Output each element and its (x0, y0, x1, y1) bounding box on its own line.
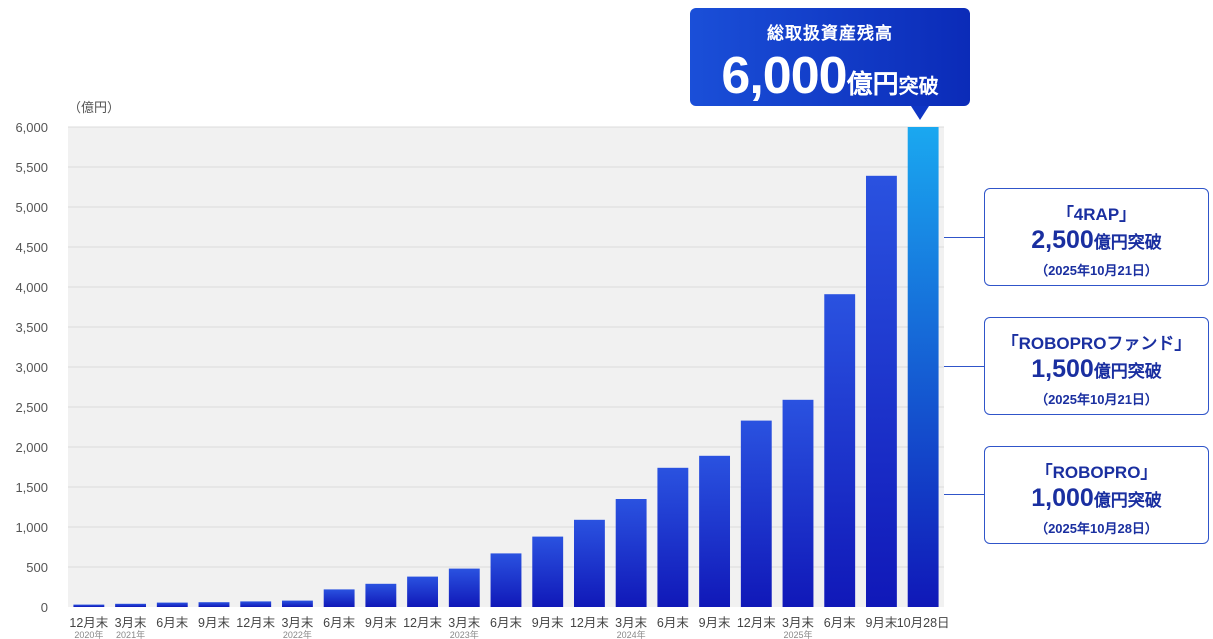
x-tick-label: 12月末 (403, 616, 442, 630)
callout-value-row: 6,000億円突破 (690, 46, 970, 106)
milestone-connector-4rap (944, 237, 984, 238)
x-year-label: 2025年 (783, 629, 812, 639)
x-tick-label: 3月末 (615, 616, 647, 630)
x-tick-label: 6月末 (490, 616, 522, 630)
y-tick-label: 6,000 (15, 120, 48, 135)
y-axis-unit-label: （億円） (68, 100, 120, 115)
y-tick-label: 1,500 (15, 480, 48, 495)
x-tick-label: 9月末 (365, 616, 397, 630)
milestone-connector-robopro-fund (944, 366, 984, 367)
bar (407, 576, 439, 607)
y-axis: 0 500 1,000 1,500 2,000 2,500 3,000 3,500 4,000 4… (15, 120, 48, 615)
x-tick-label: 6月末 (323, 616, 355, 630)
bar (365, 583, 397, 607)
milestone-name: 「4RAP」 (1056, 205, 1137, 224)
x-tick-label: 3月末 (115, 616, 147, 630)
y-tick-label: 3,000 (15, 360, 48, 375)
x-tick-label: 12月末 (236, 616, 275, 630)
y-tick-label: 2,500 (15, 400, 48, 415)
milestone-unit: 億円突破 (1093, 362, 1162, 381)
x-tick-label: 12月末 (570, 616, 609, 630)
x-tick-label: 3月末 (281, 616, 313, 630)
callout-title: 総取扱資産残高 (767, 24, 893, 43)
x-tick-label: 3月末 (448, 616, 480, 630)
y-tick-label: 2,000 (15, 440, 48, 455)
y-tick-label: 1,000 (15, 520, 48, 535)
x-tick-label: 12月末 (69, 616, 108, 630)
milestone-value: 1,000 (1031, 484, 1094, 512)
callout-suffix: 突破 (898, 76, 939, 98)
x-tick-label: 6月末 (156, 616, 188, 630)
milestone-name: 「ROBOPROファンド」 (1001, 334, 1192, 353)
x-year-label: 2024年 (617, 629, 646, 639)
bar (281, 600, 313, 607)
milestone-value-row: 1,000億円突破 (985, 484, 1208, 513)
bar (156, 602, 188, 607)
bar (490, 553, 522, 607)
x-tick-label: 9月末 (532, 616, 564, 630)
x-tick-label: 3月末 (782, 616, 814, 630)
bar (699, 455, 731, 607)
y-tick-label: 500 (26, 560, 48, 575)
milestone-box-4rap: 「4RAP」 2,500億円突破 （2025年10月21日） (984, 188, 1209, 286)
bar (198, 602, 230, 607)
x-year-label: 2021年 (116, 629, 145, 639)
total-assets-callout: 総取扱資産残高 6,000億円突破 (690, 8, 970, 120)
bar (740, 420, 772, 607)
x-year-label: 2023年 (450, 629, 479, 639)
y-tick-label: 0 (41, 600, 48, 615)
bar (865, 175, 897, 608)
bar (532, 536, 564, 607)
milestone-name: 「ROBOPRO」 (1035, 463, 1158, 482)
bar (824, 294, 856, 607)
bar (448, 568, 480, 607)
x-tick-label: 12月末 (737, 616, 776, 630)
bar (73, 604, 105, 607)
y-tick-label: 5,000 (15, 200, 48, 215)
y-tick-label: 4,000 (15, 280, 48, 295)
y-tick-label: 5,500 (15, 160, 48, 175)
milestone-date: （2025年10月21日） (1035, 263, 1158, 278)
x-year-label: 2022年 (283, 629, 312, 639)
bars (73, 127, 939, 608)
milestone-box-robopro: 「ROBOPRO」 1,000億円突破 （2025年10月28日） (984, 446, 1209, 544)
x-tick-label: 10月28日 (897, 616, 950, 630)
callout-value: 6,000 (721, 47, 847, 105)
milestone-date: （2025年10月21日） (1035, 392, 1158, 407)
milestone-value-row: 1,500億円突破 (985, 355, 1208, 384)
bar (782, 399, 814, 607)
milestone-box-robopro-fund: 「ROBOPROファンド」 1,500億円突破 （2025年10月21日） (984, 317, 1209, 415)
bar (615, 499, 647, 607)
x-tick-label: 6月末 (824, 616, 856, 630)
bar (240, 601, 272, 607)
grid-lines (68, 126, 944, 568)
milestone-connector-robopro (944, 494, 984, 495)
x-year-label: 2020年 (74, 629, 103, 639)
y-tick-label: 4,500 (15, 240, 48, 255)
milestone-value: 2,500 (1031, 226, 1094, 254)
bar (115, 603, 147, 607)
callout-unit: 億円 (846, 69, 899, 99)
x-tick-label: 6月末 (657, 616, 689, 630)
bar (657, 467, 689, 607)
x-tick-label: 9月末 (198, 616, 230, 630)
x-tick-label: 9月末 (865, 616, 897, 630)
milestone-value-row: 2,500億円突破 (985, 226, 1208, 255)
milestone-unit: 億円突破 (1093, 491, 1162, 510)
milestone-value: 1,500 (1031, 355, 1094, 383)
milestone-unit: 億円突破 (1093, 233, 1162, 252)
bar (323, 589, 355, 607)
bar (573, 519, 605, 607)
milestone-date: （2025年10月28日） (1035, 521, 1158, 536)
x-tick-label: 9月末 (699, 616, 731, 630)
y-tick-label: 3,500 (15, 320, 48, 335)
bar (907, 127, 939, 607)
